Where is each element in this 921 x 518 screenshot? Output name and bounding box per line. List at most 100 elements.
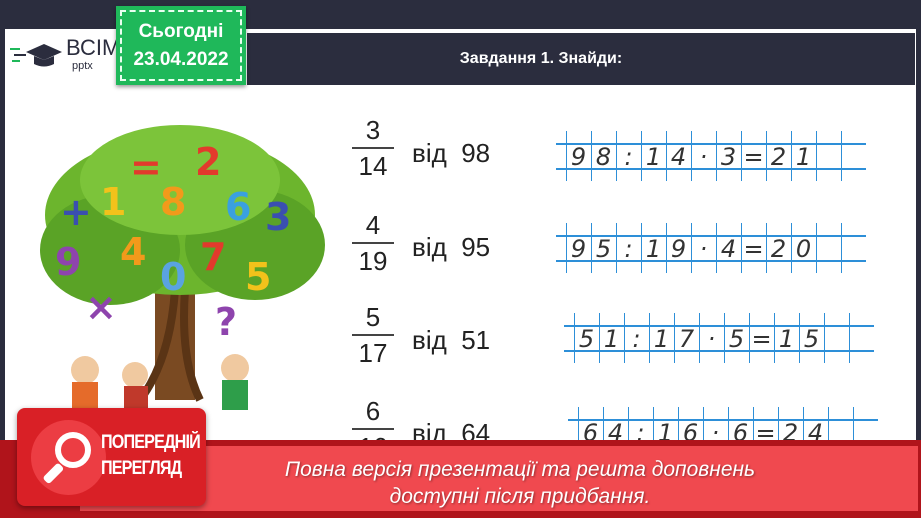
message-line-2: доступні після придбання. bbox=[389, 485, 651, 508]
purchase-message: Повна версія презентації та решта доповн… bbox=[250, 456, 790, 510]
grid-line bbox=[556, 168, 866, 170]
grid-line bbox=[556, 260, 866, 262]
handwritten-char: 1 bbox=[778, 325, 795, 353]
grid-cell bbox=[649, 313, 674, 363]
handwritten-char: 0 bbox=[795, 235, 812, 263]
handwritten-char: 4 bbox=[720, 235, 737, 263]
denominator: 17 bbox=[358, 338, 388, 368]
grid-line bbox=[568, 419, 878, 421]
handwritten-char: = bbox=[743, 143, 764, 171]
fraction-bar bbox=[352, 242, 394, 244]
fraction: 3 14 bbox=[352, 115, 394, 181]
svg-text:×: × bbox=[85, 285, 117, 329]
svg-text:=: = bbox=[130, 145, 162, 189]
handwritten-char: · bbox=[707, 325, 716, 353]
magnifier-icon bbox=[31, 420, 106, 495]
grid-cell bbox=[803, 407, 828, 457]
handwritten-char: 5 bbox=[728, 325, 745, 353]
grid-cell bbox=[603, 407, 628, 457]
logo-subtext: pptx bbox=[72, 60, 93, 72]
grid-cell bbox=[674, 313, 699, 363]
svg-text:9: 9 bbox=[55, 240, 81, 284]
grid-cell bbox=[691, 131, 716, 181]
grid-cell bbox=[616, 223, 641, 273]
grid-cell bbox=[741, 131, 766, 181]
svg-text:+: + bbox=[60, 190, 92, 234]
fraction-bar bbox=[352, 147, 394, 149]
numerator: 4 bbox=[365, 210, 381, 240]
grid-cell bbox=[728, 407, 753, 457]
grid-cell bbox=[791, 131, 816, 181]
svg-text:2: 2 bbox=[195, 140, 221, 184]
grid-cell bbox=[599, 313, 624, 363]
grid-cell bbox=[641, 223, 666, 273]
message-line-1: Повна версія презентації та решта доповн… bbox=[284, 458, 756, 481]
grid-line bbox=[556, 143, 866, 145]
date-value: 23.04.2022 bbox=[133, 48, 229, 70]
handwritten-char: 7 bbox=[678, 325, 695, 353]
svg-text:7: 7 bbox=[200, 235, 226, 279]
handwritten-char: 5 bbox=[595, 235, 612, 263]
grid-cell bbox=[791, 223, 816, 273]
fraction-bar bbox=[352, 428, 394, 430]
grid-cell bbox=[699, 313, 724, 363]
svg-text:0: 0 bbox=[160, 255, 186, 299]
fraction: 5 17 bbox=[352, 302, 394, 368]
grid-cell bbox=[566, 223, 591, 273]
grid-cell bbox=[591, 223, 616, 273]
badge-line-1: ПОПЕРЕДНІЙ bbox=[101, 432, 201, 453]
date-label: Сьогодні bbox=[138, 20, 224, 42]
fraction: 4 19 bbox=[352, 210, 394, 276]
handwritten-char: · bbox=[699, 143, 708, 171]
grid-cell bbox=[841, 131, 866, 181]
svg-text:4: 4 bbox=[120, 230, 146, 274]
grid-cell bbox=[778, 407, 803, 457]
svg-text:8: 8 bbox=[160, 180, 186, 224]
handwritten-char: 1 bbox=[795, 143, 812, 171]
denominator: 14 bbox=[358, 151, 388, 181]
grid-cell bbox=[799, 313, 824, 363]
grid-cell bbox=[678, 407, 703, 457]
handwritten-char: 9 bbox=[570, 235, 587, 263]
grid-cell bbox=[716, 131, 741, 181]
handwritten-char: : bbox=[624, 235, 633, 263]
grid-cell bbox=[828, 407, 853, 457]
grid-cell bbox=[666, 131, 691, 181]
handwritten-char: · bbox=[699, 235, 708, 263]
preview-badge[interactable]: ПОПЕРЕДНІЙ ПЕРЕГЛЯД bbox=[17, 408, 206, 506]
grid-cell bbox=[641, 131, 666, 181]
solution-grid: 9 5:1 9 · 4 = 2 0 bbox=[556, 223, 866, 273]
of-label: від bbox=[412, 325, 447, 355]
handwritten-char: · bbox=[711, 419, 720, 447]
grid-cell bbox=[716, 223, 741, 273]
svg-text:3: 3 bbox=[265, 195, 291, 239]
solution-grid: 5 1:1 7 · 5 = 1 5 bbox=[564, 313, 874, 363]
svg-text:?: ? bbox=[215, 300, 237, 344]
handwritten-char: 1 bbox=[645, 235, 662, 263]
handwritten-char: 4 bbox=[670, 143, 687, 171]
handwritten-char: 1 bbox=[653, 325, 670, 353]
purchase-banner[interactable] bbox=[80, 446, 918, 511]
grid-line bbox=[564, 350, 874, 352]
grid-cell bbox=[816, 223, 841, 273]
grid-cell bbox=[703, 407, 728, 457]
logo-text: ВСІМ bbox=[66, 35, 121, 60]
numerator: 5 bbox=[365, 302, 381, 332]
grid-cell bbox=[624, 313, 649, 363]
grid-cell bbox=[666, 223, 691, 273]
handwritten-char: 9 bbox=[570, 143, 587, 171]
whole-number: 51 bbox=[461, 325, 491, 355]
handwritten-char: 1 bbox=[603, 325, 620, 353]
grid-cell bbox=[724, 313, 749, 363]
grid-cell bbox=[749, 313, 774, 363]
handwritten-char: 5 bbox=[578, 325, 595, 353]
solution-grid: 9 8:1 4 · 3 = 2 1 bbox=[556, 131, 866, 181]
handwritten-char: 2 bbox=[770, 143, 787, 171]
of-label: від bbox=[412, 138, 447, 168]
handwritten-char: 3 bbox=[720, 143, 737, 171]
fraction-bar bbox=[352, 334, 394, 336]
handwritten-char: 9 bbox=[670, 235, 687, 263]
badge-line-2: ПЕРЕГЛЯД bbox=[101, 458, 182, 479]
handwritten-char: : bbox=[624, 143, 633, 171]
